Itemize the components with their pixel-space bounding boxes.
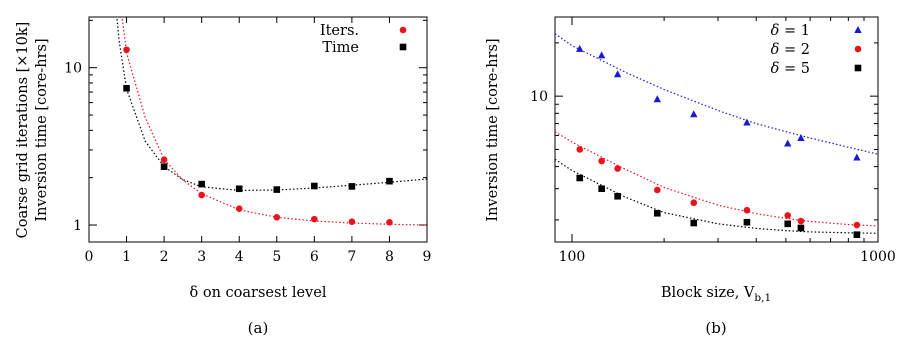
chart-a-legend-marker-2 — [399, 43, 407, 51]
chart-b-series-3-point — [784, 220, 792, 228]
chart-a-series-2-point — [386, 177, 393, 185]
chart-b-fit-line-2 — [555, 131, 878, 227]
chart-b-legend-marker-3 — [854, 64, 862, 72]
chart-b-series-3-point — [653, 209, 661, 217]
chart-b-fit-line-1 — [555, 33, 878, 155]
chart-b-series-1-point — [784, 139, 792, 147]
chart-b-series-2-point — [614, 165, 621, 172]
chart-b-series-1-point — [690, 110, 698, 118]
chart-b-fit-line-3 — [555, 158, 878, 234]
chart-b-series-3-point — [598, 185, 605, 193]
chart-b-series-1-point — [613, 70, 622, 78]
chart-a-y-axis-label-1: Coarse grid iterations [×10k] — [15, 22, 31, 239]
chart-b-series-2-point — [598, 157, 605, 165]
chart-b-series-3-point — [797, 224, 805, 232]
chart-b-legend-marker-2 — [854, 45, 862, 53]
chart-a-fit-line-1 — [121, 17, 427, 226]
chart-a-series-1-point — [235, 205, 243, 212]
chart-b-series-1-point — [597, 51, 606, 59]
chart-a-series-1-point — [123, 46, 130, 54]
chart-a-series-1-point — [273, 213, 281, 221]
chart-a-series-1-point — [311, 215, 318, 223]
chart-a-legend-label-1: Iters. — [320, 23, 359, 39]
chart-b-series-1-point — [576, 44, 584, 52]
chart-b-legend-marker-1 — [854, 26, 862, 33]
chart-b-series-3-point — [690, 219, 698, 227]
chart-b-series-2-point — [797, 217, 805, 225]
chart-a-series-2-point — [348, 183, 356, 190]
chart-b-series-1-point — [743, 118, 751, 126]
chart-a-fit-line-2 — [116, 17, 427, 192]
chart-a-series-1-point — [348, 218, 356, 225]
chart-a-series-2-point — [198, 180, 205, 188]
chart-a-series-2-point — [123, 84, 130, 92]
chart-a-x-tick-label: 8 — [385, 249, 394, 265]
chart-a-series-2-point — [273, 186, 281, 193]
chart-b-series-3-point — [853, 231, 861, 238]
chart-b-series-1-point — [853, 153, 861, 161]
chart-b-series-2-point — [784, 212, 792, 219]
chart-b-series-2-point — [743, 206, 751, 214]
chart-b-legend-label-1: δ = 1 — [771, 23, 810, 39]
chart-a-series-1-point — [198, 191, 205, 199]
chart-a-plot-frame — [88, 16, 428, 243]
chart-a-legend-label-2: Time — [322, 40, 359, 56]
chart-b: 100 1000 10 δ = 1 δ = 2 δ = 5 Block size, Vb… — [485, 16, 896, 337]
chart-a-caption: (a) — [248, 319, 269, 337]
chart-a-x-tick-label: 0 — [85, 249, 94, 265]
chart-b-x-tick-label: 1000 — [860, 249, 896, 265]
chart-a-y-tick-label: 10 — [64, 61, 82, 77]
chart-b-y-tick-label: 10 — [530, 89, 548, 105]
chart-b-series-2-point — [690, 199, 698, 207]
chart-b-legend-label-3: δ = 5 — [771, 61, 810, 77]
chart-b-caption: (b) — [705, 319, 726, 337]
chart-b-x-axis-label: Block size, Vb,1 — [661, 285, 771, 304]
chart-a-x-tick-label: 3 — [197, 249, 206, 265]
chart-b-series-2-point — [853, 221, 861, 229]
chart-a-y-axis-label-2: Inversion time [core-hrs] — [34, 38, 50, 221]
chart-a-series-1-point — [386, 219, 393, 226]
chart-a-x-tick-label: 4 — [235, 249, 244, 265]
chart-a-series-2-point — [235, 185, 243, 193]
chart-b-series-2-point — [653, 186, 661, 194]
chart-a-series-1-point — [160, 156, 168, 164]
chart-b-legend-label-2: δ = 2 — [771, 42, 810, 58]
chart-b-plot-frame — [554, 16, 879, 243]
chart-a-series-2-point — [160, 163, 168, 170]
chart-a-y-tick-label: 1 — [73, 218, 82, 234]
chart-b-series-1-point — [797, 134, 805, 142]
chart-a-x-tick-label: 7 — [347, 249, 356, 265]
chart-b-series-3-point — [614, 192, 621, 200]
chart-b-series-2-point — [576, 146, 584, 153]
chart-b-y-axis-label: Inversion time [core-hrs] — [485, 38, 501, 221]
chart-a-x-axis-label: δ on coarsest level — [190, 285, 327, 301]
chart-a-legend-marker-1 — [399, 26, 407, 34]
chart-a-x-tick-label: 6 — [310, 249, 319, 265]
chart-a-x-tick-label: 5 — [272, 249, 281, 265]
chart-b-series-1-point — [653, 95, 661, 103]
chart-a-x-tick-label: 9 — [423, 249, 432, 265]
chart-a-x-tick-label: 1 — [122, 249, 131, 265]
chart-b-series-3-point — [576, 174, 584, 182]
chart-b-series-3-point — [743, 218, 751, 226]
chart-a-x-tick-label: 2 — [160, 249, 169, 265]
chart-b-x-tick-label: 100 — [559, 249, 586, 265]
chart-a-series-2-point — [311, 182, 318, 190]
